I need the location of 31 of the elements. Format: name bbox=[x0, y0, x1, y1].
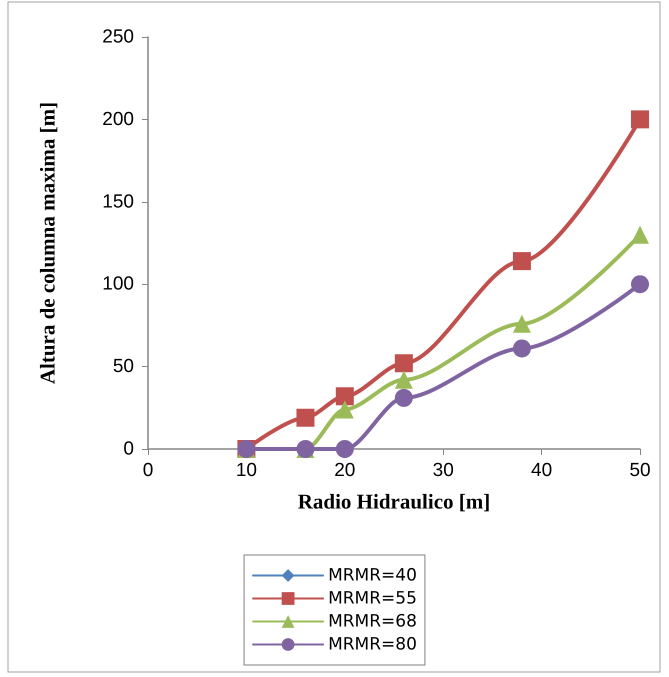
point bbox=[394, 370, 413, 389]
legend-label: MRMR=68 bbox=[328, 612, 417, 632]
x-axis-title: Radio Hidraulico [m] bbox=[298, 490, 490, 514]
x-tick-label: 20 bbox=[334, 460, 356, 481]
point bbox=[336, 400, 354, 418]
point bbox=[631, 275, 649, 294]
y-tick-label: 250 bbox=[102, 26, 134, 48]
x-tick-label: 40 bbox=[531, 460, 552, 481]
x-tick-label: 0 bbox=[142, 460, 154, 481]
point bbox=[512, 314, 531, 333]
y-tick-label: 0 bbox=[123, 438, 134, 460]
legend-label: MRMR=80 bbox=[328, 634, 417, 654]
point bbox=[394, 354, 413, 372]
point bbox=[394, 388, 413, 407]
point bbox=[512, 339, 531, 358]
x-tick-label: 50 bbox=[629, 460, 651, 481]
y-tick-label: 150 bbox=[102, 191, 134, 212]
point bbox=[336, 387, 354, 406]
point bbox=[336, 440, 354, 458]
y-tick-label: 200 bbox=[102, 108, 134, 130]
y-tick-label: 50 bbox=[112, 356, 134, 378]
point bbox=[631, 110, 649, 128]
legend-label: MRMR=55 bbox=[328, 588, 417, 608]
point bbox=[296, 408, 314, 427]
x-tick-label: 30 bbox=[432, 460, 454, 481]
point bbox=[631, 226, 649, 244]
point bbox=[512, 252, 531, 270]
x-tick-label: 10 bbox=[236, 460, 257, 481]
y-axis-title: Altura de columna maxima [m] bbox=[36, 102, 60, 384]
y-tick-label: 100 bbox=[102, 274, 134, 295]
legend-label: MRMR=40 bbox=[328, 566, 417, 586]
